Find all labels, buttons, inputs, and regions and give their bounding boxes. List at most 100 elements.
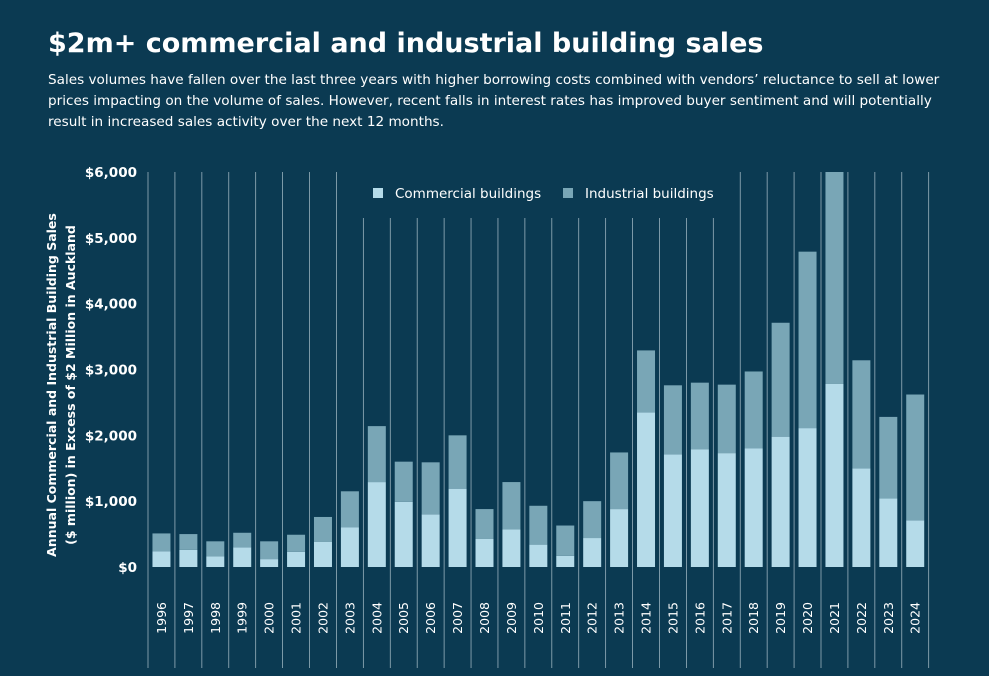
x-tick-label: 2001 — [289, 602, 304, 634]
y-tick-label: $2,000 — [85, 428, 137, 444]
bar-commercial-2002 — [313, 541, 332, 567]
bar-commercial-2007 — [448, 488, 467, 567]
chart-subtitle: Sales volumes have fallen over the last … — [48, 72, 940, 130]
x-tick-label: 2021 — [827, 602, 842, 634]
bar-commercial-2009 — [502, 529, 521, 567]
x-tick-label: 2004 — [369, 602, 384, 634]
bar-industrial-2008 — [475, 509, 494, 539]
bar-commercial-2008 — [475, 538, 494, 567]
x-tick-label: 2015 — [665, 602, 680, 634]
bar-industrial-2011 — [556, 525, 575, 556]
bar-commercial-2005 — [394, 501, 413, 567]
bar-commercial-2019 — [771, 436, 790, 567]
bar-commercial-2000 — [260, 559, 279, 567]
bar-commercial-1999 — [233, 547, 252, 567]
bar-industrial-1996 — [152, 533, 171, 552]
x-tick-label: 2003 — [342, 602, 357, 634]
x-tick-label: 2023 — [881, 602, 896, 634]
legend-label-commercial: Commercial buildings — [395, 186, 541, 202]
bar-industrial-2001 — [287, 534, 306, 552]
legend-label-industrial: Industrial buildings — [585, 186, 714, 202]
chart-title: $2m+ commercial and industrial building … — [48, 28, 764, 59]
x-tick-label: 2011 — [558, 602, 573, 634]
x-tick-label: 2010 — [531, 602, 546, 634]
bar-industrial-1999 — [233, 532, 252, 548]
x-tick-label: 2013 — [612, 602, 627, 634]
bar-industrial-2023 — [879, 416, 898, 499]
bar-industrial-2013 — [610, 452, 629, 510]
bar-commercial-2021 — [825, 383, 844, 567]
bar-commercial-2014 — [637, 412, 656, 567]
y-axis-label-line-2: ($ million) in Excess of $2 Million in A… — [63, 225, 78, 545]
bar-commercial-2016 — [690, 449, 709, 567]
bar-industrial-2007 — [448, 435, 467, 489]
x-tick-label: 1999 — [235, 602, 250, 634]
x-tick-label: 2017 — [719, 602, 734, 634]
bar-industrial-2002 — [313, 516, 332, 542]
bar-commercial-2017 — [717, 453, 736, 567]
y-tick-label: $4,000 — [85, 297, 137, 313]
bar-commercial-2001 — [287, 551, 306, 567]
x-tick-label: 2005 — [396, 602, 411, 634]
bar-commercial-2015 — [663, 454, 682, 567]
legend: Commercial buildings Industrial building… — [373, 186, 714, 202]
x-tick-label: 2024 — [908, 602, 923, 634]
y-tick-label: $5,000 — [85, 231, 137, 247]
bar-commercial-2010 — [529, 544, 548, 567]
bar-industrial-2022 — [852, 360, 871, 469]
y-tick-label: $3,000 — [85, 363, 137, 379]
bar-industrial-2018 — [744, 371, 763, 449]
legend-swatch-commercial — [373, 188, 383, 198]
y-tick-label: $1,000 — [85, 494, 137, 510]
x-tick-label: 2007 — [450, 602, 465, 634]
x-tick-label: 2014 — [639, 602, 654, 634]
bar-commercial-2022 — [852, 468, 871, 567]
bar-commercial-2018 — [744, 448, 763, 567]
bar-industrial-2015 — [663, 385, 682, 455]
bar-industrial-2020 — [798, 251, 817, 429]
bar-industrial-2010 — [529, 505, 548, 545]
bar-industrial-2005 — [394, 461, 413, 502]
x-tick-label: 2016 — [692, 602, 707, 634]
bar-commercial-2006 — [421, 514, 440, 567]
x-tick-label: 2020 — [800, 602, 815, 634]
bar-commercial-2004 — [367, 482, 386, 567]
bar-industrial-2004 — [367, 426, 386, 483]
x-tick-label: 1998 — [208, 602, 223, 634]
bar-commercial-2020 — [798, 428, 817, 567]
bar-industrial-2006 — [421, 462, 440, 515]
bar-industrial-2016 — [690, 382, 709, 450]
bar-industrial-2014 — [637, 350, 656, 413]
bar-commercial-2003 — [340, 527, 359, 567]
bar-industrial-2012 — [583, 501, 602, 539]
bar-commercial-1996 — [152, 551, 171, 567]
bars — [152, 172, 925, 567]
bar-industrial-2021 — [825, 172, 844, 384]
x-tick-label: 2019 — [773, 602, 788, 634]
y-tick-label: $6,000 — [85, 165, 137, 181]
bar-industrial-2009 — [502, 482, 521, 530]
bar-commercial-2023 — [879, 498, 898, 567]
bar-commercial-2024 — [906, 520, 925, 567]
x-tick-label: 1996 — [154, 602, 169, 634]
bar-commercial-2013 — [610, 509, 629, 567]
x-tick-label: 2000 — [262, 602, 277, 634]
bar-commercial-2011 — [556, 555, 575, 567]
x-tick-label: 2008 — [477, 602, 492, 634]
legend-swatch-industrial — [563, 188, 573, 198]
bar-industrial-2017 — [717, 384, 736, 454]
x-tick-label: 2022 — [854, 602, 869, 634]
y-axis-label-line-1: Annual Commercial and Industrial Buildin… — [44, 213, 59, 557]
x-tick-label: 2006 — [423, 602, 438, 634]
bar-commercial-2012 — [583, 538, 602, 567]
bar-commercial-1998 — [206, 556, 225, 567]
gridlines — [147, 172, 930, 668]
x-tick-label: 2009 — [504, 602, 519, 634]
y-tick-label: $0 — [118, 560, 137, 576]
bar-industrial-2000 — [260, 541, 279, 560]
bar-industrial-1997 — [179, 534, 198, 550]
bar-industrial-1998 — [206, 541, 225, 557]
x-tick-label: 2012 — [585, 602, 600, 634]
x-tick-label: 2018 — [746, 602, 761, 634]
